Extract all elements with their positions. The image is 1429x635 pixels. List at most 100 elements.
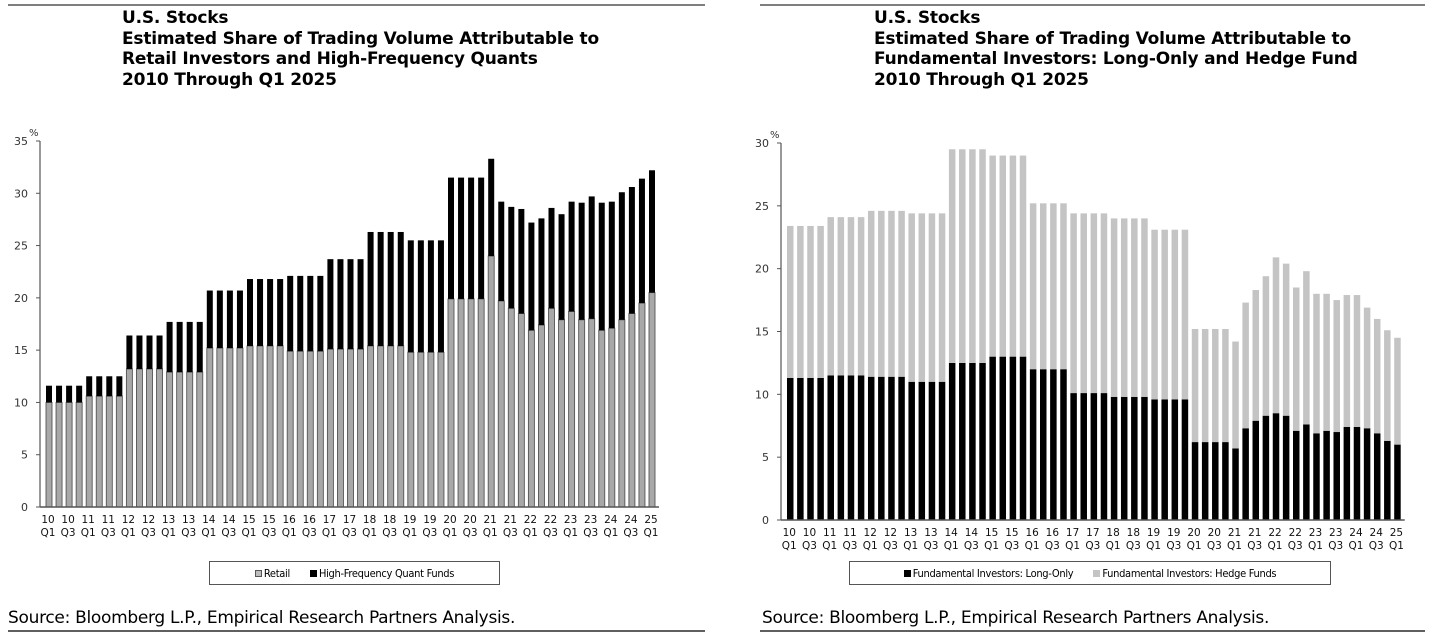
legend-item-hedge-funds: Fundamental Investors: Hedge Funds	[1093, 567, 1277, 580]
title-line: U.S. Stocks	[874, 8, 981, 28]
bar-retail-2018Q2	[377, 345, 385, 508]
x-tick-label-year: 10	[41, 514, 54, 526]
x-tick-label-year: 16	[1046, 527, 1060, 539]
bar-fundamental-investors-long-only-2016Q2	[1040, 369, 1047, 520]
bar-high-frequency-quant-funds-2015Q4	[277, 279, 284, 346]
legend-swatch-retail	[254, 569, 262, 577]
bar-fundamental-investors-hedge-funds-2023Q2	[1323, 293, 1330, 431]
x-tick-label-year: 21	[1228, 527, 1241, 539]
x-tick-label-quarter: Q1	[1268, 540, 1283, 552]
bar-fundamental-investors-hedge-funds-2011Q2	[837, 217, 845, 376]
bar-fundamental-investors-long-only-2023Q4	[1343, 427, 1351, 520]
x-tick-label-year: 18	[363, 514, 376, 526]
bar-fundamental-investors-hedge-funds-2020Q1	[1191, 328, 1199, 443]
x-tick-label-quarter: Q3	[1288, 540, 1303, 552]
y-tick-label: 30	[755, 137, 769, 150]
bar-fundamental-investors-hedge-funds-2013Q4	[938, 213, 946, 382]
bar-high-frequency-quant-funds-2018Q2	[377, 231, 384, 346]
x-tick-label-year: 13	[904, 527, 917, 539]
bar-high-frequency-quant-funds-2024Q2	[618, 192, 625, 320]
bar-fundamental-investors-long-only-2010Q4	[817, 377, 824, 520]
bar-retail-2022Q3	[548, 307, 555, 508]
bar-high-frequency-quant-funds-2024Q1	[608, 201, 615, 329]
bar-fundamental-investors-long-only-2014Q1	[948, 362, 956, 520]
bar-fundamental-investors-hedge-funds-2013Q3	[928, 213, 936, 382]
x-tick-label-year: 17	[343, 514, 356, 526]
bars	[787, 149, 1401, 520]
bar-retail-2023Q1	[568, 311, 576, 508]
bar-fundamental-investors-hedge-funds-2021Q1	[1232, 341, 1239, 449]
bar-retail-2018Q3	[387, 345, 395, 508]
x-tick-label-quarter: Q3	[61, 527, 76, 539]
x-tick-label-quarter: Q1	[362, 527, 377, 539]
x-tick-label-year: 18	[383, 514, 396, 526]
bar-high-frequency-quant-funds-2019Q2	[417, 240, 424, 353]
x-tick-label-quarter: Q1	[1187, 540, 1202, 552]
bar-fundamental-investors-long-only-2013Q3	[928, 381, 936, 520]
bar-fundamental-investors-long-only-2017Q4	[1100, 393, 1108, 520]
bar-fundamental-investors-long-only-2014Q4	[979, 362, 986, 520]
bar-fundamental-investors-hedge-funds-2022Q4	[1303, 271, 1310, 425]
x-tick-label-quarter: Q3	[883, 540, 898, 552]
bar-high-frequency-quant-funds-2013Q3	[186, 321, 193, 373]
x-tick-label-quarter: Q1	[1227, 540, 1242, 552]
bar-high-frequency-quant-funds-2019Q1	[407, 240, 414, 353]
x-tick-label-year: 19	[403, 514, 416, 526]
bar-fundamental-investors-hedge-funds-2021Q4	[1262, 276, 1270, 416]
bar-fundamental-investors-hedge-funds-2012Q1	[867, 210, 875, 377]
bar-retail-2013Q4	[196, 371, 204, 508]
x-tick-label-year: 16	[303, 514, 317, 526]
bar-high-frequency-quant-funds-2018Q3	[387, 231, 394, 346]
x-tick-label-year: 20	[1208, 527, 1221, 539]
y-tick-label: 20	[14, 292, 28, 305]
bar-retail-2016Q4	[316, 350, 324, 508]
bar-high-frequency-quant-funds-2015Q2	[257, 279, 264, 346]
title-line: Fundamental Investors: Long-Only and Hed…	[874, 49, 1358, 69]
x-tick-label-quarter: Q3	[422, 527, 437, 539]
bar-high-frequency-quant-funds-2015Q1	[247, 279, 253, 346]
x-tick-label-year: 23	[584, 514, 597, 526]
bar-retail-2018Q4	[397, 345, 405, 508]
bar-retail-2012Q2	[135, 368, 143, 508]
x-tick-label-quarter: Q1	[1106, 540, 1121, 552]
y-tick-label: 5	[762, 451, 769, 464]
bar-retail-2020Q1	[447, 298, 455, 508]
x-tick-label-year: 12	[142, 514, 155, 526]
x-tick-label-year: 17	[1086, 527, 1099, 539]
bar-retail-2023Q3	[588, 318, 596, 508]
x-tick-label-year: 13	[182, 514, 195, 526]
bar-high-frequency-quant-funds-2011Q2	[96, 376, 103, 397]
bar-high-frequency-quant-funds-2010Q4	[76, 385, 83, 403]
bar-fundamental-investors-long-only-2015Q4	[1019, 356, 1027, 520]
bottom-rule-left	[8, 630, 705, 632]
bar-fundamental-investors-hedge-funds-2020Q4	[1222, 328, 1229, 443]
bar-retail-2017Q1	[326, 348, 334, 508]
x-tick-label-quarter: Q1	[1348, 540, 1363, 552]
bar-fundamental-investors-long-only-2022Q2	[1282, 415, 1290, 520]
bar-retail-2016Q3	[306, 350, 314, 508]
bar-retail-2020Q3	[467, 298, 475, 508]
bar-high-frequency-quant-funds-2022Q3	[548, 207, 555, 309]
bar-retail-2025Q1	[648, 292, 656, 508]
bar-high-frequency-quant-funds-2020Q3	[468, 177, 475, 299]
bar-retail-2020Q4	[477, 298, 485, 508]
x-tick-label-year: 25	[1390, 527, 1403, 539]
bar-fundamental-investors-long-only-2015Q3	[1009, 356, 1017, 520]
y-tick-label: 15	[755, 326, 769, 339]
x-tick-label-year: 19	[1167, 527, 1180, 539]
title-line: Estimated Share of Trading Volume Attrib…	[122, 28, 599, 49]
bar-high-frequency-quant-funds-2010Q2	[56, 385, 63, 403]
legend-swatch-hfq	[309, 569, 317, 577]
title-line: 2010 Through Q1 2025	[122, 69, 337, 90]
bar-fundamental-investors-hedge-funds-2010Q1	[787, 225, 794, 378]
x-tick-label-quarter: Q3	[141, 527, 156, 539]
title-line: Retail Investors and High-Frequency Quan…	[122, 49, 538, 69]
bar-fundamental-investors-long-only-2022Q1	[1272, 413, 1280, 520]
bar-high-frequency-quant-funds-2020Q1	[448, 177, 454, 299]
bar-retail-2024Q4	[638, 302, 646, 508]
bar-high-frequency-quant-funds-2022Q1	[528, 222, 535, 331]
x-tick-label-quarter: Q3	[1085, 540, 1100, 552]
x-tick-label-quarter: Q3	[101, 527, 116, 539]
y-tick-label: 10	[14, 396, 28, 409]
bar-retail-2021Q3	[507, 307, 515, 508]
